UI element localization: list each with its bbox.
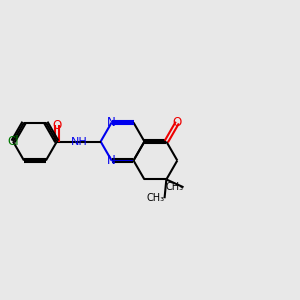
- Text: CH₃: CH₃: [146, 193, 164, 203]
- Text: N: N: [107, 116, 116, 129]
- Text: Cl: Cl: [7, 135, 19, 148]
- Text: CH₃: CH₃: [165, 182, 184, 192]
- Text: O: O: [52, 118, 62, 132]
- Text: O: O: [173, 116, 182, 129]
- Text: N: N: [107, 154, 116, 167]
- Text: NH: NH: [70, 136, 87, 146]
